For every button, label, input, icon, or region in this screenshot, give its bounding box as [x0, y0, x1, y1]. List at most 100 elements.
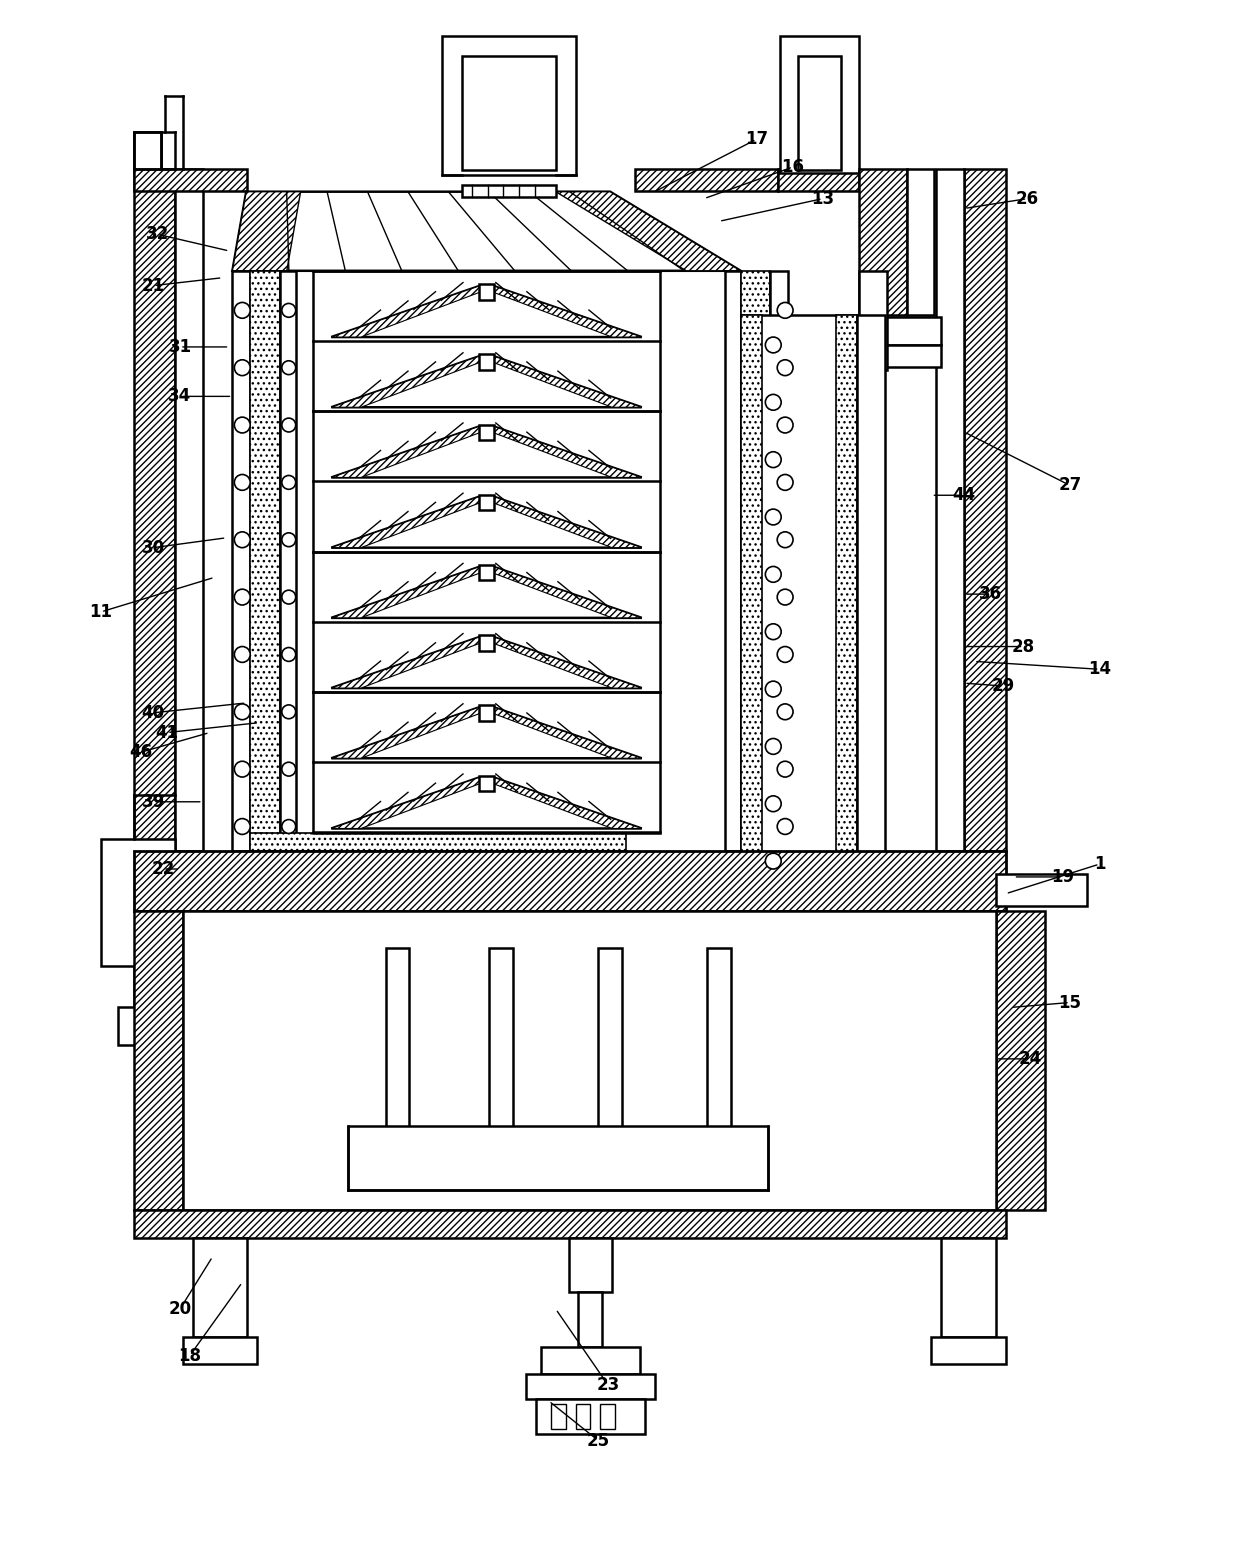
- Circle shape: [777, 704, 794, 720]
- Bar: [740, 315, 763, 880]
- Text: 23: 23: [596, 1376, 620, 1394]
- Text: 21: 21: [141, 277, 165, 294]
- Text: 26: 26: [1016, 189, 1039, 208]
- Bar: [931, 1337, 1006, 1365]
- Polygon shape: [491, 707, 642, 759]
- Polygon shape: [491, 637, 642, 689]
- Text: 32: 32: [145, 225, 169, 243]
- Bar: [799, 56, 842, 171]
- Bar: [536, 1399, 645, 1434]
- Text: 36: 36: [980, 585, 1002, 603]
- Polygon shape: [491, 427, 642, 477]
- Bar: [479, 635, 495, 651]
- Text: 30: 30: [141, 538, 165, 557]
- Circle shape: [234, 704, 250, 720]
- Polygon shape: [331, 286, 642, 336]
- Circle shape: [281, 704, 295, 718]
- Text: 15: 15: [1059, 994, 1081, 1011]
- Circle shape: [765, 797, 781, 812]
- Polygon shape: [331, 286, 482, 336]
- Circle shape: [777, 474, 794, 490]
- Text: 40: 40: [141, 704, 165, 721]
- Text: 17: 17: [745, 130, 768, 149]
- Text: 34: 34: [169, 388, 192, 405]
- Bar: [859, 271, 887, 369]
- Circle shape: [234, 418, 250, 434]
- Bar: [996, 911, 1045, 1210]
- Bar: [134, 911, 184, 1210]
- Polygon shape: [491, 778, 642, 828]
- Text: 44: 44: [952, 487, 976, 504]
- Circle shape: [777, 818, 794, 834]
- Bar: [461, 185, 556, 197]
- Bar: [551, 1404, 565, 1429]
- Text: 39: 39: [141, 793, 165, 811]
- Bar: [725, 271, 740, 851]
- Bar: [707, 948, 730, 1161]
- Text: 13: 13: [811, 189, 835, 208]
- Circle shape: [281, 362, 295, 374]
- Bar: [575, 1404, 590, 1429]
- Circle shape: [281, 820, 295, 834]
- Circle shape: [234, 532, 250, 548]
- Bar: [598, 948, 622, 1161]
- Text: 28: 28: [1012, 637, 1035, 656]
- Text: 25: 25: [587, 1432, 610, 1449]
- Bar: [996, 873, 1086, 906]
- Text: 14: 14: [1087, 660, 1111, 678]
- Circle shape: [765, 739, 781, 754]
- Circle shape: [777, 302, 794, 318]
- Polygon shape: [232, 191, 740, 271]
- Bar: [479, 776, 495, 790]
- Polygon shape: [331, 637, 482, 689]
- Bar: [232, 271, 250, 851]
- Text: 22: 22: [151, 861, 175, 878]
- Bar: [479, 424, 495, 440]
- Bar: [759, 318, 941, 344]
- Bar: [134, 133, 161, 172]
- Bar: [600, 1404, 615, 1429]
- Bar: [118, 1008, 149, 1045]
- Bar: [635, 169, 779, 191]
- Circle shape: [777, 532, 794, 548]
- Circle shape: [777, 761, 794, 778]
- Bar: [906, 169, 935, 315]
- Bar: [526, 1374, 655, 1399]
- Polygon shape: [331, 496, 642, 548]
- Bar: [965, 169, 1006, 851]
- Polygon shape: [556, 191, 740, 271]
- Polygon shape: [331, 637, 642, 689]
- Polygon shape: [331, 357, 482, 407]
- Text: 18: 18: [179, 1346, 201, 1365]
- Bar: [936, 169, 965, 851]
- Bar: [134, 1210, 1006, 1238]
- Bar: [348, 1127, 769, 1191]
- Circle shape: [234, 302, 250, 318]
- Circle shape: [281, 304, 295, 318]
- Bar: [541, 1346, 640, 1374]
- Polygon shape: [331, 427, 642, 477]
- Circle shape: [765, 681, 781, 696]
- Polygon shape: [331, 427, 482, 477]
- Polygon shape: [491, 286, 642, 336]
- Bar: [386, 948, 409, 1161]
- Circle shape: [234, 474, 250, 490]
- Circle shape: [765, 624, 781, 640]
- Text: 46: 46: [129, 743, 153, 761]
- Circle shape: [765, 567, 781, 582]
- Bar: [184, 1337, 257, 1365]
- Bar: [569, 1238, 613, 1293]
- Bar: [250, 834, 626, 851]
- Bar: [479, 285, 495, 299]
- Polygon shape: [331, 567, 482, 618]
- Text: 27: 27: [1058, 476, 1081, 495]
- Circle shape: [777, 418, 794, 434]
- Circle shape: [281, 476, 295, 490]
- Circle shape: [777, 360, 794, 376]
- Polygon shape: [491, 357, 642, 407]
- Bar: [740, 315, 857, 880]
- Circle shape: [281, 762, 295, 776]
- Circle shape: [281, 648, 295, 662]
- Bar: [479, 354, 495, 369]
- Bar: [759, 344, 941, 366]
